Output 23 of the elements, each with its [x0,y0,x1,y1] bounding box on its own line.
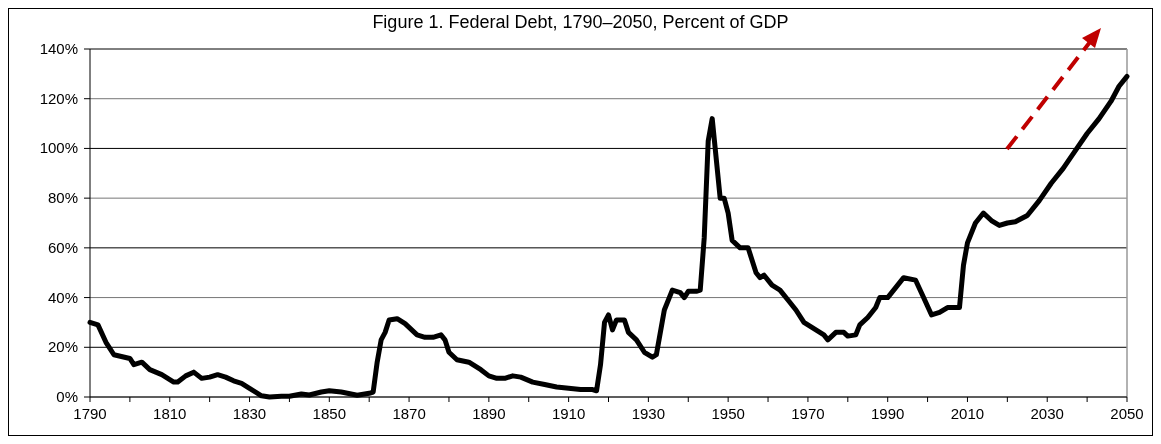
x-tick-label: 2010 [950,405,985,422]
x-tick-label: 1790 [73,405,107,422]
y-tick-label: 120% [39,89,78,107]
x-tick-label: 1910 [551,405,586,422]
x-tick-label: 2050 [1110,405,1144,422]
x-tick-label: 1810 [153,405,187,422]
x-tick-label: 1990 [871,405,905,422]
y-tick-label: 20% [47,338,78,356]
y-tick-label: 100% [39,139,78,157]
y-tick-label: 0% [56,388,78,405]
x-tick-label: 1890 [472,405,506,422]
y-tick-label: 80% [47,189,78,207]
x-tick-label: 1930 [631,405,666,422]
x-tick-label: 1950 [711,405,745,422]
y-tick-label: 40% [47,288,78,306]
y-tick-label: 60% [47,238,78,256]
x-tick-label: 1970 [791,405,825,422]
chart-title: Figure 1. Federal Debt, 1790–2050, Percent of GDP [372,12,789,32]
x-tick-label: 1830 [232,405,267,422]
x-tick-label: 1870 [392,405,426,422]
x-tick-label: 1850 [312,405,346,422]
y-tick-label: 140% [39,40,78,57]
x-tick-label: 2030 [1030,405,1064,422]
